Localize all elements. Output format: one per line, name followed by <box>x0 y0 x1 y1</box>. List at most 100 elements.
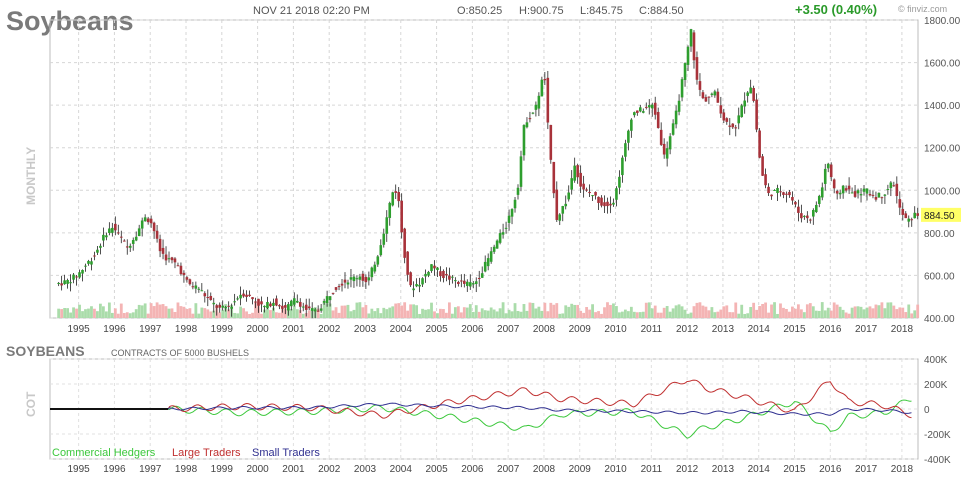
volume-bar <box>212 310 216 318</box>
volume-bar <box>811 306 815 318</box>
volume-bar <box>847 313 851 318</box>
candle-body <box>307 306 311 309</box>
price-y-tick: 1600.00 <box>924 59 961 70</box>
volume-bar <box>203 308 207 318</box>
candle-body <box>734 127 738 129</box>
volume-bar <box>722 306 726 318</box>
candle-body <box>266 302 269 308</box>
candle-body <box>334 287 338 290</box>
candle-body <box>164 254 168 261</box>
price-x-axis: 1995 1996 1997 1998 1999 2000 2001 2002 2003 2004… <box>68 324 914 335</box>
candle-body <box>692 32 696 61</box>
price-y-tick: 1800.00 <box>924 16 961 27</box>
cot-x-tick: 2009 <box>569 464 592 475</box>
volume-bar <box>137 304 141 318</box>
candle-body <box>170 257 174 261</box>
candle-body <box>656 111 660 129</box>
candle-body <box>319 308 323 311</box>
candle-body <box>883 194 887 196</box>
candle-body <box>84 265 87 267</box>
candle-body <box>680 79 684 98</box>
cot-x-tick: 2008 <box>533 464 556 475</box>
volume-bar <box>60 309 64 318</box>
volume-bar <box>334 307 338 318</box>
volume-bar <box>462 307 466 318</box>
candle-body <box>537 95 541 109</box>
volume-bar <box>558 313 562 318</box>
volume-bar <box>635 312 639 318</box>
candle-body <box>284 305 287 308</box>
volume-bar <box>656 312 660 318</box>
volume-bar <box>110 312 114 318</box>
candle-body <box>451 276 454 278</box>
cot-x-tick: 2002 <box>318 464 341 475</box>
volume-bar <box>653 305 657 318</box>
volume-bar <box>597 311 600 318</box>
volume-bar <box>75 308 78 318</box>
volume-bar <box>641 311 645 318</box>
candle-body <box>501 232 505 235</box>
candle-body <box>522 125 526 156</box>
volume-bar <box>84 309 87 318</box>
cot-grid <box>50 358 918 460</box>
candle-body <box>591 195 594 197</box>
volume-bar <box>799 309 803 318</box>
candle-body <box>812 210 815 217</box>
volume-bar <box>167 308 171 318</box>
candle-body <box>218 304 222 308</box>
candle-body <box>871 194 875 196</box>
volume-bar <box>379 313 383 318</box>
candle-body <box>594 191 597 196</box>
volume-bar <box>591 304 594 318</box>
volume-bar <box>468 304 472 318</box>
volume-bar <box>758 305 762 318</box>
candle-body <box>471 283 475 285</box>
candle-body <box>75 276 78 278</box>
candle-body <box>486 258 490 267</box>
candle-body <box>424 273 427 277</box>
candle-body <box>465 281 469 286</box>
volume-bar <box>680 306 684 318</box>
volume-bar <box>567 306 571 318</box>
candle-body <box>242 293 245 297</box>
volume-bar <box>245 311 248 318</box>
volume-bar <box>173 311 177 318</box>
volume-bar <box>910 313 914 318</box>
volume-bar <box>907 304 911 318</box>
volume-bar <box>57 308 61 318</box>
candle-body <box>776 188 779 194</box>
candle-body <box>158 238 162 252</box>
cot-x-tick: 2011 <box>641 464 663 475</box>
volume-bar <box>770 304 773 318</box>
cot-x-axis: 1995 1996 1997 1998 1999 2000 2001 2002 2003 2004… <box>68 464 914 475</box>
volume-bar <box>474 305 478 318</box>
volume-bar <box>385 309 389 318</box>
volume-bar <box>507 309 511 318</box>
candle-body <box>534 104 538 110</box>
candle-body <box>63 280 66 285</box>
candle-body <box>773 189 776 191</box>
volume-bar <box>295 309 299 318</box>
candle-body <box>627 130 630 143</box>
candle-body <box>391 192 395 206</box>
volume-bar <box>394 303 398 318</box>
candle-body <box>191 286 195 288</box>
candle-body <box>650 104 654 109</box>
candle-body <box>746 92 749 96</box>
volume-bar <box>877 305 881 318</box>
volume-bar <box>492 309 496 318</box>
candle-body <box>179 265 183 275</box>
candle-body <box>633 112 636 116</box>
candle-body <box>382 233 386 245</box>
volume-bar <box>513 303 517 318</box>
candle-body <box>600 197 603 206</box>
brand-watermark[interactable]: © finviz.com <box>898 4 947 14</box>
candle-body <box>182 272 186 275</box>
volume-bar <box>561 313 565 318</box>
candle-body <box>257 298 260 306</box>
candle-body <box>865 188 869 194</box>
volume-bar <box>540 310 544 318</box>
candle-body <box>546 77 550 123</box>
candle-body <box>838 192 842 195</box>
